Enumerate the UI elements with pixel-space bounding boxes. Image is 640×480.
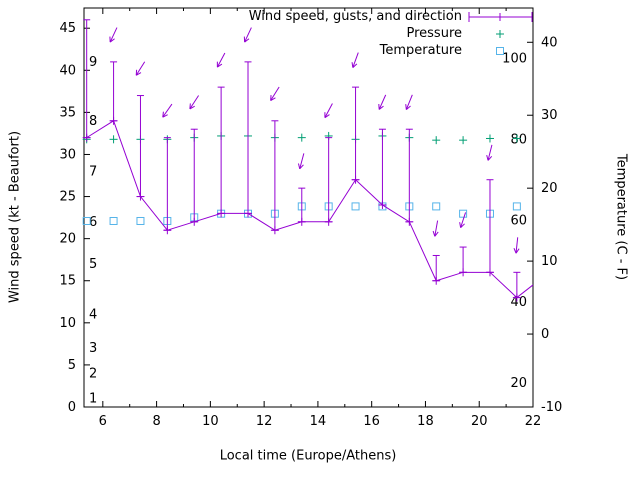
svg-text:10: 10 (541, 254, 558, 269)
svg-text:7: 7 (89, 164, 97, 179)
svg-text:1: 1 (89, 392, 97, 407)
svg-text:20: 20 (59, 232, 76, 247)
inner-scale-labels: 1 2 3 4 5 6 7 8 9 20 40 60 80 100 (89, 51, 527, 406)
svg-text:60: 60 (510, 213, 527, 228)
svg-text:40: 40 (541, 35, 558, 50)
legend-temperature-label: Temperature (379, 43, 462, 58)
svg-text:15: 15 (59, 274, 76, 289)
svg-text:9: 9 (89, 55, 97, 70)
svg-text:40: 40 (510, 295, 527, 310)
y-axis-label-left: Wind speed (kt - Beaufort) (7, 130, 23, 304)
svg-text:18: 18 (417, 414, 434, 429)
svg-text:45: 45 (59, 21, 76, 36)
wind-series (82, 19, 534, 302)
svg-text:40: 40 (59, 63, 76, 78)
svg-text:8: 8 (152, 414, 160, 429)
svg-text:30: 30 (59, 147, 76, 162)
y-axis-label-right: Temperature (C - F) (613, 153, 629, 281)
svg-text:10: 10 (202, 414, 219, 429)
svg-text:80: 80 (510, 132, 527, 147)
svg-text:20: 20 (541, 181, 558, 196)
svg-text:6: 6 (99, 414, 107, 429)
svg-text:8: 8 (89, 114, 97, 129)
svg-text:20: 20 (471, 414, 488, 429)
legend-samples (468, 12, 533, 55)
axes: 6 8 10 12 14 16 18 20 22051015202530354045-10010… (59, 7, 562, 429)
svg-text:4: 4 (89, 307, 97, 322)
svg-text:3: 3 (89, 341, 97, 356)
legend-wind-label: Wind speed, gusts, and direction (248, 9, 462, 24)
svg-text:2: 2 (89, 366, 97, 381)
svg-text:25: 25 (59, 190, 76, 205)
svg-text:5: 5 (68, 358, 76, 373)
svg-text:5: 5 (89, 257, 97, 272)
svg-text:14: 14 (310, 414, 327, 429)
pressure-series (82, 131, 521, 145)
svg-text:10: 10 (59, 316, 76, 331)
svg-text:-10: -10 (541, 400, 562, 415)
svg-text:20: 20 (510, 376, 527, 391)
svg-text:0: 0 (541, 327, 549, 342)
wind-direction-arrows (109, 27, 520, 254)
svg-text:12: 12 (256, 414, 273, 429)
svg-text:30: 30 (541, 108, 558, 123)
svg-text:16: 16 (363, 414, 380, 429)
svg-text:22: 22 (525, 414, 542, 429)
svg-text:35: 35 (59, 105, 76, 120)
svg-text:6: 6 (89, 215, 97, 230)
legend-pressure-label: Pressure (406, 26, 462, 41)
svg-text:0: 0 (68, 400, 76, 415)
x-axis-label: Local time (Europe/Athens) (219, 448, 397, 464)
svg-text:100: 100 (502, 51, 527, 66)
